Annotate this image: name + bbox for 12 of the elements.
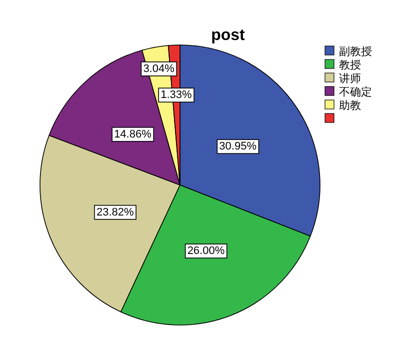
legend-label: 不确定	[339, 86, 372, 98]
legend-label: 副教授	[339, 46, 372, 58]
data-label: 1.33%	[160, 89, 192, 102]
data-label: 3.04%	[143, 62, 175, 75]
legend-label: 教授	[339, 60, 361, 72]
chart-title: post	[211, 27, 246, 44]
data-label: 30.95%	[219, 140, 257, 153]
legend-label: 助教	[339, 99, 361, 112]
data-label: 23.82%	[96, 206, 134, 218]
legend-label: 讲师	[339, 72, 361, 85]
data-label: 26.00%	[187, 245, 225, 258]
data-label: 14.86%	[114, 128, 152, 140]
